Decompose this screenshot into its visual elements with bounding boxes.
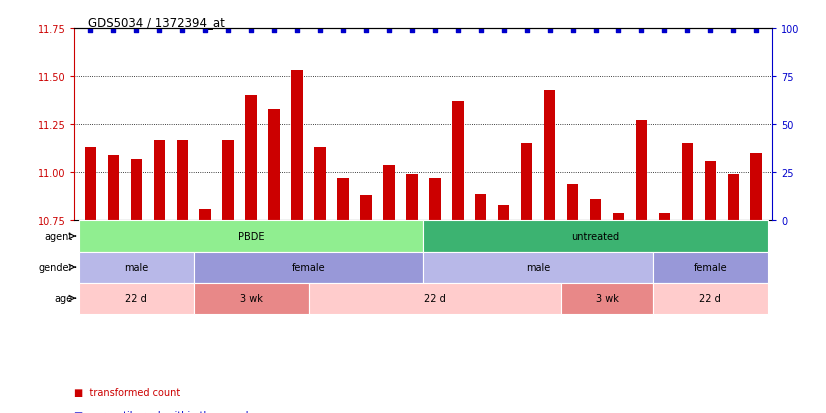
Text: 22 d: 22 d [424, 293, 446, 304]
Bar [85, 148, 96, 221]
Text: 22 d: 22 d [700, 293, 721, 304]
Bar [751, 154, 762, 221]
Point [589, 28, 602, 34]
Bar [154, 140, 165, 221]
Text: female: female [694, 262, 727, 273]
Point [221, 28, 235, 34]
Point [359, 28, 373, 34]
Text: gender: gender [38, 262, 73, 273]
Bar [424, 252, 653, 283]
Text: agent: agent [45, 231, 73, 242]
Bar [613, 213, 624, 221]
Text: male: male [124, 262, 149, 273]
Bar [292, 71, 303, 221]
Bar [406, 175, 418, 221]
Point [336, 28, 349, 34]
Bar [452, 102, 463, 221]
Point [474, 28, 487, 34]
Bar [222, 140, 234, 221]
Bar [194, 252, 423, 283]
Point [382, 28, 396, 34]
Bar [194, 283, 309, 314]
Point [313, 28, 326, 34]
Point [268, 28, 281, 34]
Bar [268, 109, 280, 221]
Point [83, 28, 97, 34]
Bar [383, 165, 395, 221]
Point [130, 28, 143, 34]
Bar [728, 175, 739, 221]
Text: PBDE: PBDE [238, 231, 264, 242]
Bar [107, 156, 119, 221]
Bar [177, 140, 188, 221]
Bar [337, 179, 349, 221]
Text: untreated: untreated [572, 231, 620, 242]
Point [681, 28, 694, 34]
Bar [79, 252, 194, 283]
Point [543, 28, 556, 34]
Point [520, 28, 534, 34]
Point [244, 28, 258, 34]
Bar [521, 144, 533, 221]
Text: 3 wk: 3 wk [596, 293, 619, 304]
Point [704, 28, 717, 34]
Point [198, 28, 211, 34]
Bar [424, 221, 767, 252]
Point [291, 28, 304, 34]
Text: 22 d: 22 d [126, 293, 147, 304]
Text: GDS5034 / 1372394_at: GDS5034 / 1372394_at [88, 16, 225, 29]
Point [635, 28, 648, 34]
Bar [475, 194, 487, 221]
Text: age: age [55, 293, 73, 304]
Point [750, 28, 763, 34]
Text: male: male [526, 262, 550, 273]
Point [107, 28, 120, 34]
Point [612, 28, 625, 34]
Bar [314, 148, 325, 221]
Bar [705, 161, 716, 221]
Bar [636, 121, 648, 221]
Text: ■  transformed count: ■ transformed count [74, 387, 181, 397]
Text: ■  percentile rank within the sample: ■ percentile rank within the sample [74, 410, 255, 413]
Bar [360, 196, 372, 221]
Point [176, 28, 189, 34]
Bar [309, 283, 561, 314]
Bar [199, 209, 211, 221]
Bar [653, 252, 767, 283]
Bar [567, 185, 578, 221]
Bar [79, 283, 194, 314]
Bar [429, 179, 440, 221]
Bar [653, 283, 767, 314]
Point [406, 28, 419, 34]
Bar [561, 283, 653, 314]
Bar [681, 144, 693, 221]
Text: 3 wk: 3 wk [240, 293, 263, 304]
Bar [544, 90, 555, 221]
Point [657, 28, 671, 34]
Point [497, 28, 510, 34]
Bar [131, 159, 142, 221]
Bar [498, 206, 510, 221]
Point [727, 28, 740, 34]
Bar [590, 200, 601, 221]
Bar [658, 213, 670, 221]
Text: female: female [292, 262, 325, 273]
Point [428, 28, 441, 34]
Point [566, 28, 579, 34]
Point [451, 28, 464, 34]
Bar [245, 96, 257, 221]
Bar [79, 221, 423, 252]
Point [153, 28, 166, 34]
